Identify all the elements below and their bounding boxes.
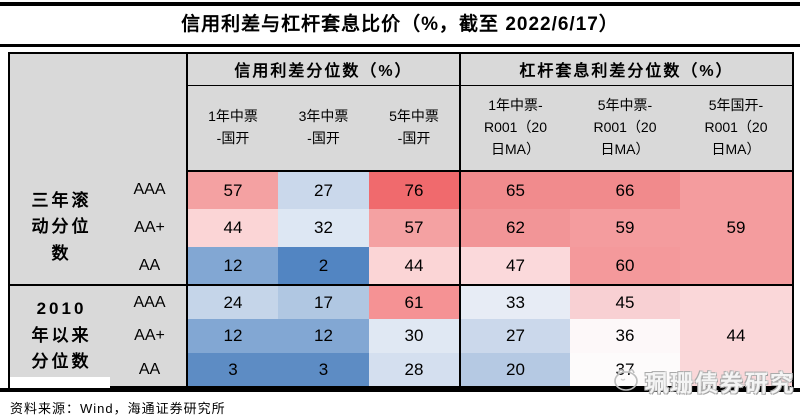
heat-cell: 45 <box>570 284 680 319</box>
rating-label: AAA <box>113 171 188 209</box>
column-header: 5年国开- R001（20 日MA） <box>680 85 793 172</box>
heat-cell: 32 <box>278 209 369 247</box>
watermark-logo-icon <box>611 365 641 398</box>
heat-cell: 47 <box>459 247 570 285</box>
heat-cell: 57 <box>369 209 460 247</box>
heat-cell: 62 <box>459 209 570 247</box>
heat-cell: 60 <box>570 247 680 285</box>
figure-title: 信用利差与杠杆套息比价（%，截至 2022/6/17） <box>181 14 619 35</box>
top-rule <box>0 2 800 6</box>
column-header: 3年中票 -国开 <box>278 85 369 172</box>
heat-cell: 27 <box>459 319 570 353</box>
table-row: AA 3 3 28 20 37 <box>9 353 793 387</box>
column-header: 1年中票- R001（20 日MA） <box>459 85 570 172</box>
heat-cell: 3 <box>278 353 369 387</box>
source-note: 资料来源：Wind，海通证券研究所 <box>10 401 226 416</box>
heat-cell: 2 <box>278 247 369 285</box>
heatmap-table-wrap: 信用利差分位数（%） 杠杆套息利差分位数（%） 1年中票 -国开 3年中票 -国开 … <box>8 52 794 388</box>
heat-cell: 30 <box>369 319 460 353</box>
heat-cell: 27 <box>278 171 369 209</box>
rating-label: AA+ <box>113 319 188 353</box>
heat-cell: 17 <box>278 284 369 319</box>
rating-label: AAA <box>113 284 188 319</box>
heat-cell: 24 <box>187 284 278 319</box>
rating-label: AA+ <box>113 209 188 247</box>
heat-cell: 20 <box>459 353 570 387</box>
row-group-label: 三年滚动分位数 <box>9 171 113 285</box>
white-patch <box>10 377 110 388</box>
heat-cell: 33 <box>459 284 570 319</box>
heat-cell: 44 <box>187 209 278 247</box>
rating-label: AA <box>113 247 188 285</box>
heat-cell: 59 <box>570 209 680 247</box>
heat-cell: 37 <box>570 353 680 387</box>
heat-cell: 65 <box>459 171 570 209</box>
row-group-label: 2010年以来分位数 <box>9 284 113 387</box>
heat-cell: 12 <box>187 319 278 353</box>
table-row: AA 12 2 44 47 60 <box>9 247 793 285</box>
heat-cell: 61 <box>369 284 460 319</box>
watermark-text: 珮珊债券研究 <box>645 370 795 396</box>
table-row: AA+ 12 12 30 27 36 <box>9 319 793 353</box>
bottom-rule <box>0 388 800 392</box>
heat-cell: 28 <box>369 353 460 387</box>
table-row: 2010年以来分位数 AAA 24 17 61 33 45 44 <box>9 284 793 387</box>
column-header: 5年中票 -国开 <box>369 85 460 172</box>
table-row: 三年滚动分位数 AAA 57 27 76 65 66 59 <box>9 171 793 285</box>
corner-cell <box>9 53 188 171</box>
section-header-credit-spread: 信用利差分位数（%） <box>187 53 460 86</box>
heat-cell-merged: 44 <box>680 284 793 387</box>
heat-cell: 12 <box>187 247 278 285</box>
column-header: 5年中票- R001（20 日MA） <box>570 85 680 172</box>
heat-cell: 57 <box>187 171 278 209</box>
heat-cell: 36 <box>570 319 680 353</box>
watermark: 珮珊债券研究 <box>611 364 795 398</box>
section-header-leverage-carry: 杠杆套息利差分位数（%） <box>459 53 793 86</box>
column-header: 1年中票 -国开 <box>187 85 278 172</box>
rating-label: AA <box>113 353 188 387</box>
heat-cell: 66 <box>570 171 680 209</box>
title-divider-rule <box>0 44 800 47</box>
table-row: AA+ 44 32 57 62 59 <box>9 209 793 247</box>
heat-cell: 3 <box>187 353 278 387</box>
heat-cell: 76 <box>369 171 460 209</box>
heat-cell: 44 <box>369 247 460 285</box>
heat-cell-merged: 59 <box>680 171 793 285</box>
heat-cell: 12 <box>278 319 369 353</box>
heatmap-table: 信用利差分位数（%） 杠杆套息利差分位数（%） 1年中票 -国开 3年中票 -国开 … <box>8 52 794 388</box>
